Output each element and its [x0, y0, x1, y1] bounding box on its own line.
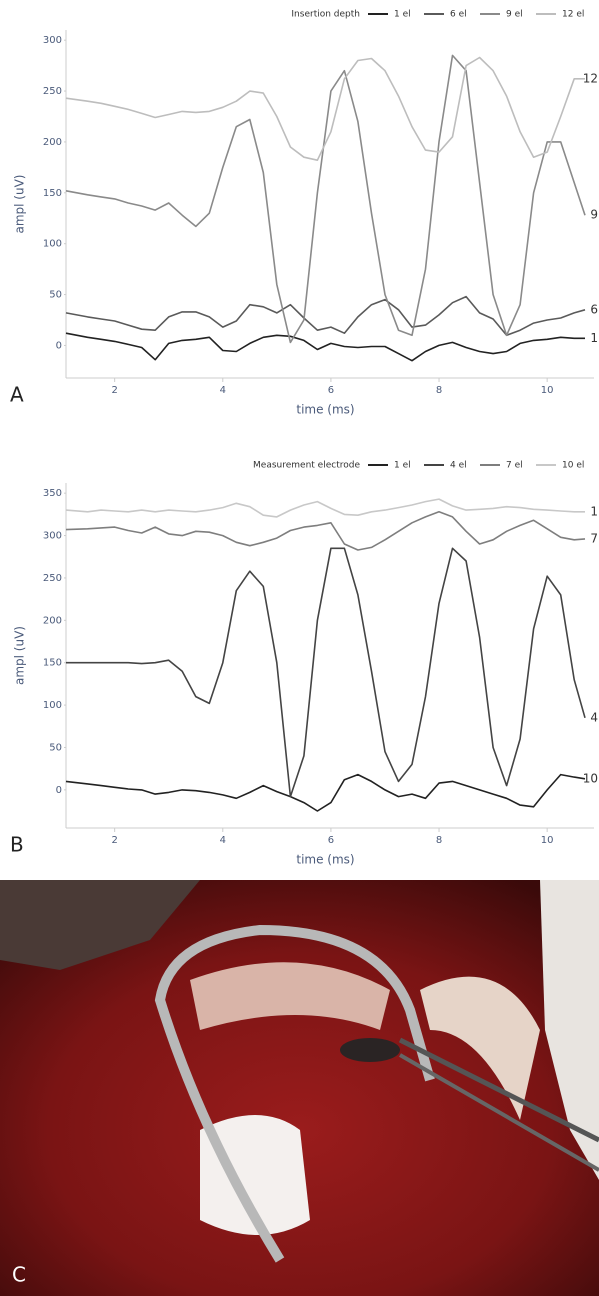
- dark-region: [0, 880, 200, 970]
- y-tick-label: 100: [43, 239, 62, 250]
- instrument: [398, 1037, 599, 1143]
- legend-label: 7 el: [506, 461, 523, 471]
- drape: [540, 880, 599, 1180]
- series-line: [65, 56, 585, 161]
- instrument: [398, 1053, 599, 1172]
- x-tick-label: 2: [111, 835, 117, 846]
- y-tick-label: 250: [43, 573, 62, 584]
- legend-label: 1 el: [394, 10, 411, 20]
- y-tick-label: 150: [43, 188, 62, 199]
- y-tick-label: 200: [43, 137, 62, 148]
- legend-label: 9 el: [506, 10, 523, 20]
- x-tick-label: 6: [328, 385, 334, 396]
- x-tick-label: 10: [541, 835, 554, 846]
- legend-label: 12 el: [562, 10, 584, 20]
- gelfoam: [200, 1115, 310, 1235]
- end-label: 9: [590, 208, 598, 222]
- series-line: [65, 54, 586, 344]
- legend-title: Measurement electrode: [253, 461, 360, 471]
- legend-label: 6 el: [450, 10, 467, 20]
- end-label: 6: [590, 302, 598, 316]
- series-line: [65, 773, 586, 812]
- y-tick-label: 250: [43, 86, 62, 97]
- y-tick-label: 150: [43, 658, 62, 669]
- y-tick-label: 50: [49, 742, 62, 753]
- legend-label: 1 el: [394, 461, 411, 471]
- surgical-photo: C: [0, 880, 599, 1296]
- y-tick-label: 50: [49, 290, 62, 301]
- legend-title: Insertion depth: [291, 10, 360, 20]
- electrode-array: [154, 924, 435, 1263]
- end-label: 10: [583, 771, 598, 785]
- y-axis-label: ampl (uV): [13, 175, 27, 234]
- y-tick-label: 350: [43, 488, 62, 499]
- series-line: [65, 332, 585, 362]
- x-tick-label: 6: [328, 835, 334, 846]
- x-tick-label: 8: [436, 385, 442, 396]
- y-tick-label: 300: [43, 35, 62, 46]
- end-label: 1: [590, 504, 598, 518]
- bone: [420, 976, 540, 1120]
- series-line: [65, 511, 586, 551]
- x-tick-label: 8: [436, 835, 442, 846]
- opening: [340, 1038, 400, 1062]
- series-line: [65, 498, 585, 518]
- x-axis-label: time (ms): [296, 403, 354, 417]
- y-tick-label: 0: [56, 785, 62, 796]
- end-label: 1: [590, 331, 598, 345]
- panel-label: A: [10, 383, 24, 407]
- series-line: [65, 295, 586, 337]
- x-tick-label: 4: [220, 385, 226, 396]
- x-tick-label: 10: [541, 385, 554, 396]
- y-tick-label: 0: [56, 340, 62, 351]
- x-tick-label: 2: [111, 385, 117, 396]
- end-label: 12: [583, 71, 598, 85]
- x-axis-label: time (ms): [296, 853, 354, 867]
- y-axis-label: ampl (uV): [13, 626, 27, 685]
- legend-label: 4 el: [450, 461, 467, 471]
- x-tick-label: 4: [220, 835, 226, 846]
- panel-label: C: [12, 1263, 26, 1287]
- y-tick-label: 100: [43, 700, 62, 711]
- end-label: 7: [590, 531, 598, 545]
- y-tick-label: 300: [43, 531, 62, 542]
- bone: [190, 962, 390, 1030]
- end-label: 4: [590, 710, 598, 724]
- panel-label: B: [10, 833, 24, 857]
- legend-label: 10 el: [562, 461, 584, 471]
- series-line: [66, 547, 586, 798]
- y-tick-label: 200: [43, 615, 62, 626]
